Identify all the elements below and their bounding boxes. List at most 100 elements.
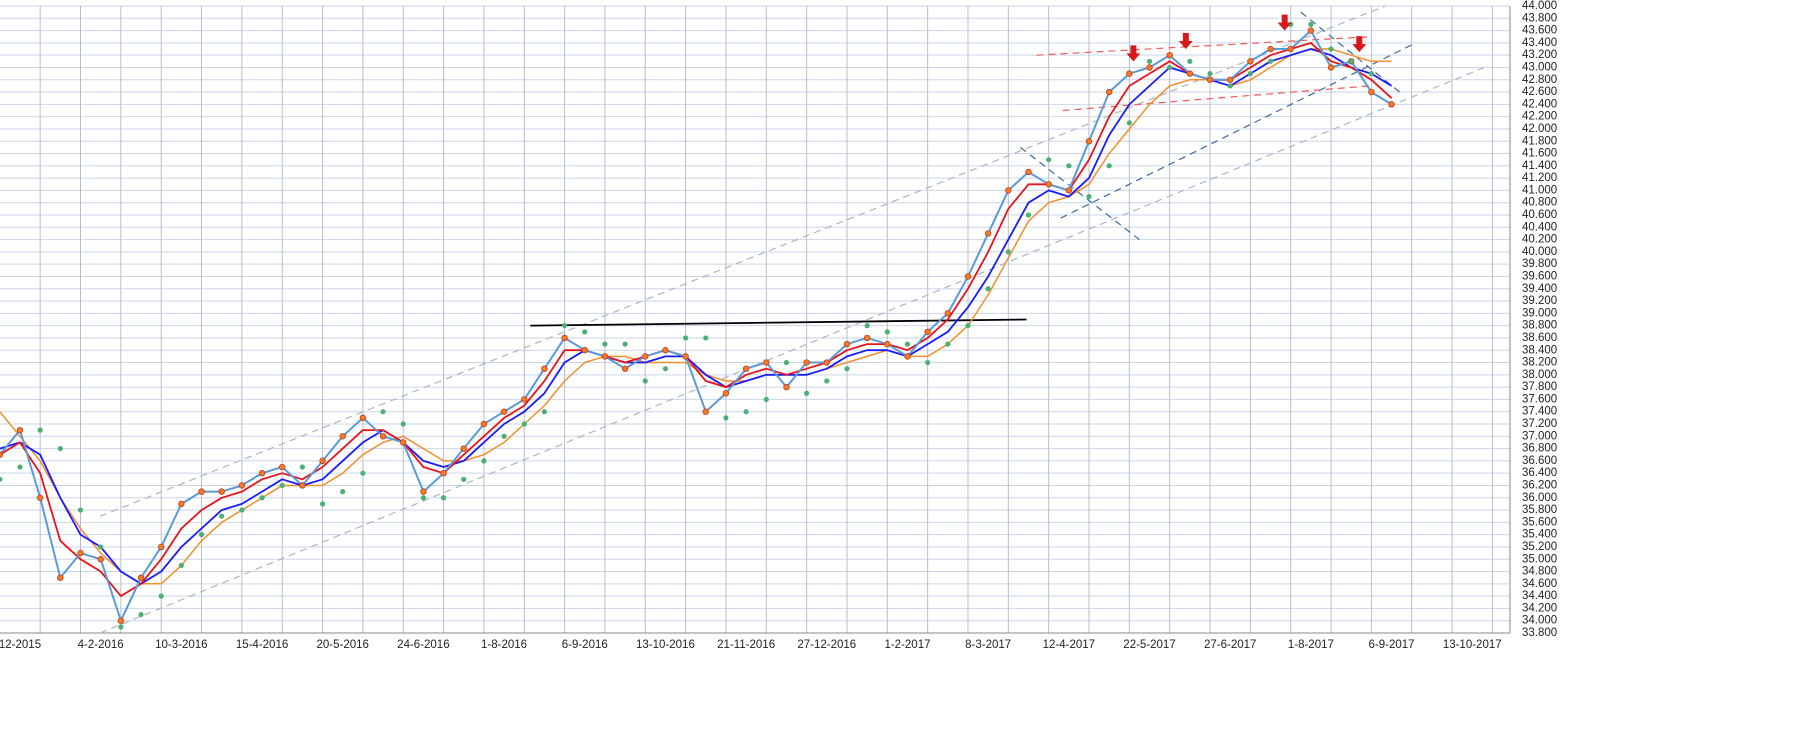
trendline [1020, 146, 1140, 241]
point-marker [964, 273, 972, 280]
sar-dot [440, 495, 447, 501]
point-marker [77, 549, 84, 557]
y-tick-label: 41.400 [1522, 160, 1557, 172]
x-tick-label: 24-6-2016 [397, 639, 449, 651]
y-tick-label: 37.000 [1522, 430, 1557, 442]
sar-dot [380, 409, 386, 415]
y-tick-label: 44.000 [1522, 0, 1557, 12]
sar-dot [844, 366, 850, 372]
sar-dot [683, 335, 689, 341]
point-marker [581, 347, 588, 354]
point-marker [198, 488, 205, 495]
sar-dot [763, 396, 769, 403]
y-tick-label: 38.400 [1522, 344, 1557, 356]
y-tick-label: 41.000 [1522, 184, 1557, 196]
y-tick-label: 36.600 [1522, 455, 1557, 467]
x-tick-label: 13-10-2017 [1443, 639, 1502, 651]
y-tick-label: 38.200 [1522, 357, 1557, 369]
x-tick-label: 12-4-2017 [1043, 639, 1095, 651]
sar-dot [521, 421, 527, 427]
y-tick-label: 39.400 [1522, 283, 1557, 295]
sar-dot [178, 562, 184, 568]
point-marker [763, 359, 770, 366]
y-tick-label: 40.000 [1522, 246, 1557, 258]
point-marker [742, 365, 750, 372]
y-tick-label: 40.800 [1522, 197, 1557, 209]
sar-dot [158, 593, 164, 599]
sar-dot [904, 341, 911, 347]
sar-dot [1227, 83, 1233, 89]
sar-dot [1046, 157, 1052, 163]
point-marker [359, 414, 367, 422]
y-tick-label: 34.800 [1522, 566, 1557, 578]
sar-dot [57, 445, 63, 452]
y-tick-label: 34.400 [1522, 590, 1557, 602]
x-tick-label: 1-2-2017 [884, 639, 930, 651]
sar-dot [642, 378, 648, 384]
sar-dot [17, 464, 23, 470]
trendline [99, 6, 1386, 517]
sar-dot [884, 329, 890, 335]
y-tick-label: 39.200 [1522, 295, 1557, 307]
point-marker [722, 390, 730, 397]
sar-dot [945, 341, 951, 347]
arrow [1178, 33, 1193, 50]
point-marker [16, 426, 24, 434]
y-tick-label: 41.800 [1522, 135, 1557, 147]
sar-dot [1247, 71, 1253, 77]
sar-dot [1025, 212, 1032, 218]
sar-dot [400, 421, 406, 427]
trendline [530, 318, 1027, 327]
y-tick-label: 38.600 [1522, 332, 1557, 344]
y-tick-label: 33.800 [1522, 627, 1557, 639]
sar-dot [1267, 58, 1274, 64]
point-marker [521, 396, 528, 403]
sar-dot [77, 507, 84, 513]
x-tick-label: 4-2-2016 [78, 639, 124, 651]
y-tick-label: 37.800 [1522, 381, 1557, 393]
sar-dot [198, 532, 205, 538]
sar-dot [420, 495, 426, 501]
y-tick-label: 42.200 [1522, 111, 1557, 123]
sar-dot [340, 489, 346, 495]
sar-dot [662, 366, 669, 372]
x-tick-label: 22-5-2017 [1123, 639, 1175, 651]
sar-dot [0, 476, 3, 482]
y-tick-label: 38.000 [1522, 369, 1557, 381]
x-tick-label: 20-5-2016 [317, 639, 369, 651]
sar-dot [219, 513, 225, 519]
sar-dot [783, 359, 790, 366]
sar-dot [239, 507, 245, 513]
point-marker [1327, 64, 1335, 71]
x-tick-label: 1-8-2017 [1288, 639, 1334, 651]
point-marker [924, 328, 931, 335]
point-marker [460, 445, 467, 452]
point-marker [1388, 101, 1395, 108]
point-marker [97, 556, 104, 563]
point-marker [601, 353, 609, 360]
x-tick-label: 27-6-2017 [1204, 639, 1256, 651]
sar-dot [1328, 46, 1334, 52]
point-marker [1146, 64, 1153, 71]
y-tick-label: 36.200 [1522, 480, 1557, 492]
y-tick-label: 35.200 [1522, 541, 1557, 553]
y-tick-label: 43.400 [1522, 37, 1557, 49]
y-tick-label: 36.400 [1522, 467, 1557, 479]
y-tick-label: 43.200 [1522, 49, 1557, 61]
sar-dot [1167, 64, 1173, 71]
point-marker [984, 230, 992, 237]
y-tick-label: 43.600 [1522, 25, 1557, 37]
y-tick-label: 42.600 [1522, 86, 1557, 98]
y-tick-label: 34.600 [1522, 578, 1557, 590]
y-tick-label: 43.800 [1522, 12, 1557, 24]
y-tick-label: 36.000 [1522, 492, 1557, 504]
point-marker [279, 463, 286, 471]
sar-dot [1106, 163, 1112, 169]
trendline [1036, 36, 1370, 56]
sar-dot [481, 458, 487, 464]
point-marker [884, 340, 891, 348]
point-marker [1025, 168, 1032, 176]
point-marker [944, 310, 952, 317]
arrow [1352, 36, 1367, 53]
